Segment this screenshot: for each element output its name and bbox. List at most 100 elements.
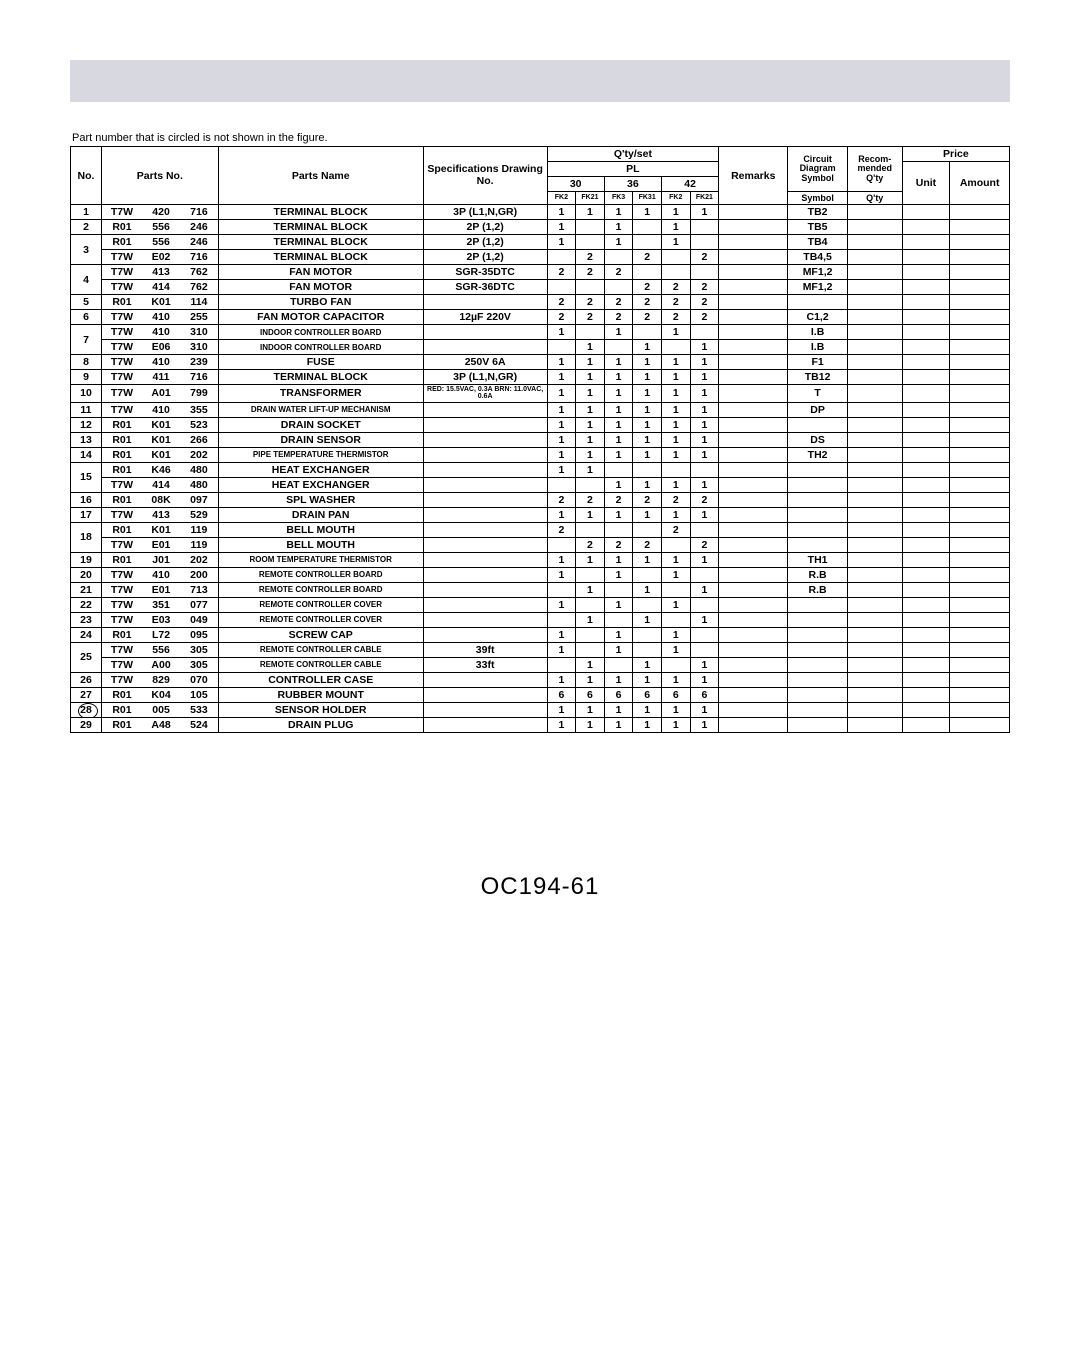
cell-qty [604,340,633,355]
cell-spec [423,567,547,582]
cell-qty: 1 [547,552,576,567]
cell-partno: 713 [180,582,218,597]
cell-symbol [788,657,848,672]
table-row: 20T7W410200REMOTE CONTROLLER BOARD111R.B [71,567,1010,582]
cell-spec [423,477,547,492]
table-row: 7T7W410310INDOOR CONTROLLER BOARD111I.B [71,325,1010,340]
cell-partno: 556 [142,235,180,250]
cell-partno: 266 [180,432,218,447]
cell-unit [902,567,950,582]
cell-partno: A48 [142,717,180,732]
header-qtyset: Q'ty/set [547,147,719,162]
cell-partno: 200 [180,567,218,582]
cell-amount [950,402,1010,417]
cell-partno: 305 [180,657,218,672]
cell-no: 19 [71,552,102,567]
cell-partname: TERMINAL BLOCK [218,235,423,250]
cell-qty [576,280,605,295]
cell-qty [576,477,605,492]
cell-partno: R01 [101,492,142,507]
cell-partno: 529 [180,507,218,522]
cell-qty [604,250,633,265]
cell-remarks [719,220,788,235]
cell-qty [661,582,690,597]
cell-qty: 1 [604,627,633,642]
cell-unit [902,417,950,432]
cell-amount [950,280,1010,295]
cell-recom-qty [847,447,902,462]
cell-partno: T7W [101,672,142,687]
cell-unit [902,717,950,732]
cell-remarks [719,477,788,492]
cell-partno: T7W [101,325,142,340]
cell-symbol: C1,2 [788,310,848,325]
cell-qty: 1 [633,507,662,522]
cell-qty [604,462,633,477]
cell-recom-qty [847,280,902,295]
cell-remarks [719,250,788,265]
cell-partname: INDOOR CONTROLLER BOARD [218,340,423,355]
cell-qty [633,462,662,477]
cell-recom-qty [847,537,902,552]
cell-no: 3 [71,235,102,265]
cell-qty [547,537,576,552]
header-sub-5: FK21 [690,192,719,205]
cell-qty [604,522,633,537]
cell-qty: 2 [576,492,605,507]
cell-no: 5 [71,295,102,310]
cell-qty: 2 [604,492,633,507]
cell-unit [902,672,950,687]
cell-partno: 114 [180,295,218,310]
cell-qty: 1 [661,672,690,687]
cell-qty: 1 [576,462,605,477]
cell-qty: 1 [604,642,633,657]
cell-spec: 250V 6A [423,355,547,370]
cell-partname: CONTROLLER CASE [218,672,423,687]
cell-partno: T7W [101,537,142,552]
cell-qty: 1 [547,325,576,340]
cell-unit [902,432,950,447]
cell-qty: 1 [661,402,690,417]
cell-unit [902,265,950,280]
cell-amount [950,447,1010,462]
header-price: Price [902,147,1009,162]
cell-recom-qty [847,220,902,235]
table-row: 29R01A48524DRAIN PLUG111111 [71,717,1010,732]
cell-unit [902,340,950,355]
cell-spec: 3P (L1,N,GR) [423,370,547,385]
cell-qty: 2 [604,537,633,552]
cell-qty: 1 [633,447,662,462]
table-row: 21T7WE01713REMOTE CONTROLLER BOARD111R.B [71,582,1010,597]
cell-partname: DRAIN PLUG [218,717,423,732]
cell-qty: 2 [547,265,576,280]
cell-qty: 1 [604,717,633,732]
circled-note: Part number that is circled is not shown… [70,132,1010,144]
cell-qty [547,612,576,627]
cell-spec [423,687,547,702]
cell-symbol [788,672,848,687]
cell-partno: 202 [180,447,218,462]
cell-qty: 1 [661,205,690,220]
cell-partno: T7W [101,280,142,295]
cell-symbol: I.B [788,340,848,355]
cell-qty: 6 [690,687,719,702]
cell-qty [661,250,690,265]
cell-no: 7 [71,325,102,355]
cell-qty: 1 [661,477,690,492]
cell-partno: 310 [180,325,218,340]
cell-partno: R01 [101,627,142,642]
cell-qty: 2 [547,310,576,325]
cell-no: 20 [71,567,102,582]
cell-qty: 1 [661,370,690,385]
cell-partno: R01 [101,432,142,447]
cell-remarks [719,522,788,537]
cell-no: 22 [71,597,102,612]
cell-recom-qty [847,325,902,340]
table-row: 16R0108K097SPL WASHER222222 [71,492,1010,507]
cell-qty: 1 [661,220,690,235]
cell-symbol: TH2 [788,447,848,462]
cell-spec [423,462,547,477]
cell-partname: TRANSFORMER [218,385,423,403]
cell-partno: T7W [101,355,142,370]
cell-amount [950,250,1010,265]
